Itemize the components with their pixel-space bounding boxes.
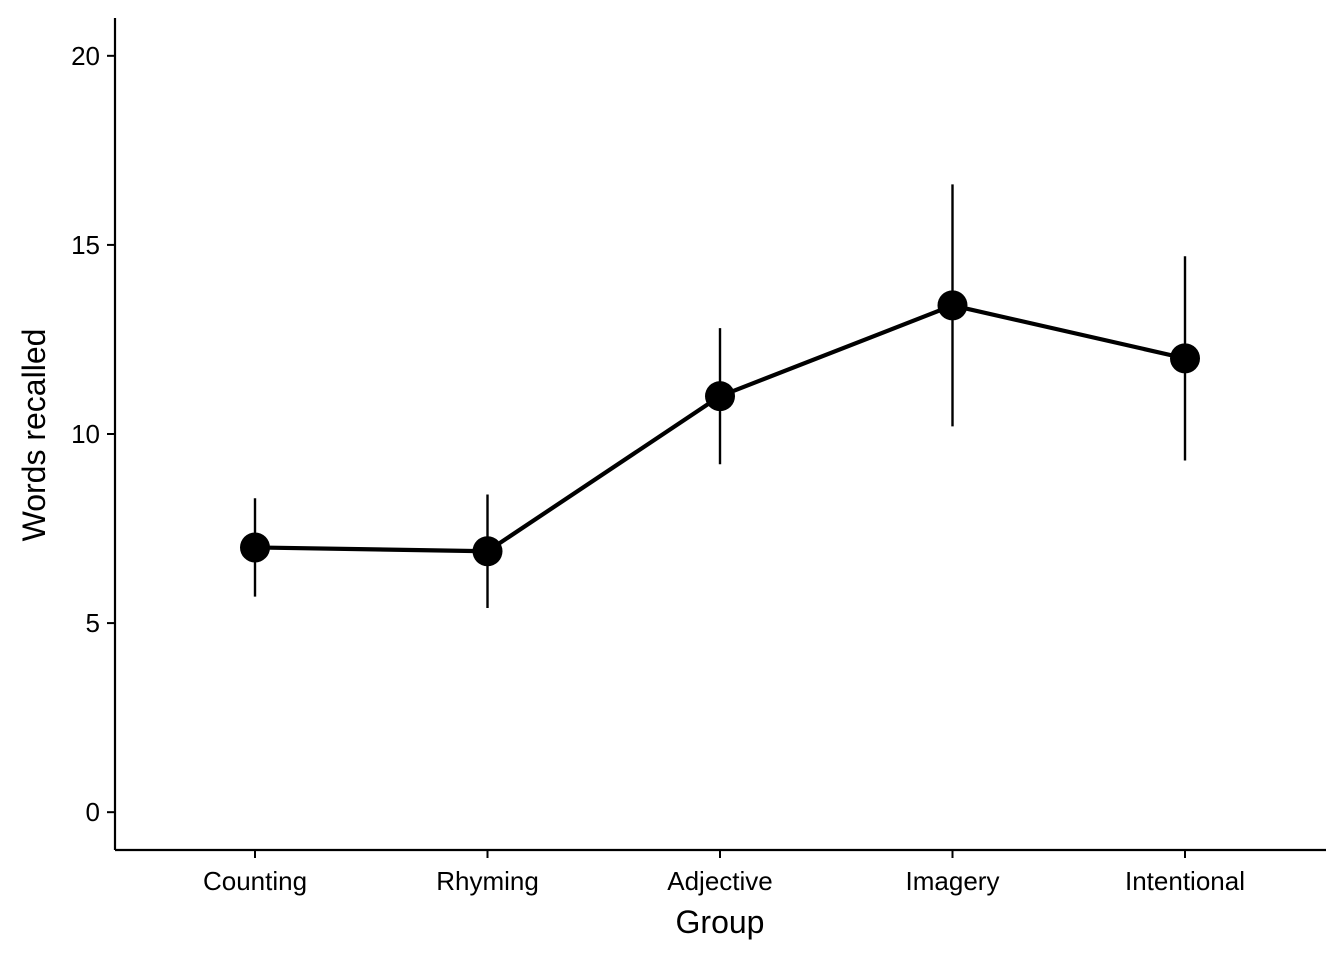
y-tick-label: 20 [71,41,100,71]
data-point [472,536,503,567]
data-point [240,532,270,563]
x-tick-label: Intentional [1125,866,1245,896]
x-tick-label: Rhyming [436,866,539,896]
series-words-recalled [240,184,1200,608]
y-axis-title: Words recalled [16,329,52,542]
data-point [937,290,968,321]
y-axis-ticks: 0 5 10 15 20 [71,41,115,827]
x-tick-label: Imagery [906,866,1000,896]
y-tick-label: 10 [71,419,100,449]
data-point [705,381,735,412]
x-axis-ticks: Counting Rhyming Adjective Imagery Intention… [203,850,1245,896]
y-tick-label: 15 [71,230,100,260]
y-tick-label: 5 [86,608,100,638]
x-axis-title: Group [676,904,765,940]
data-point [1170,343,1200,374]
x-tick-label: Counting [203,866,307,896]
x-tick-label: Adjective [667,866,773,896]
y-tick-label: 0 [86,797,100,827]
